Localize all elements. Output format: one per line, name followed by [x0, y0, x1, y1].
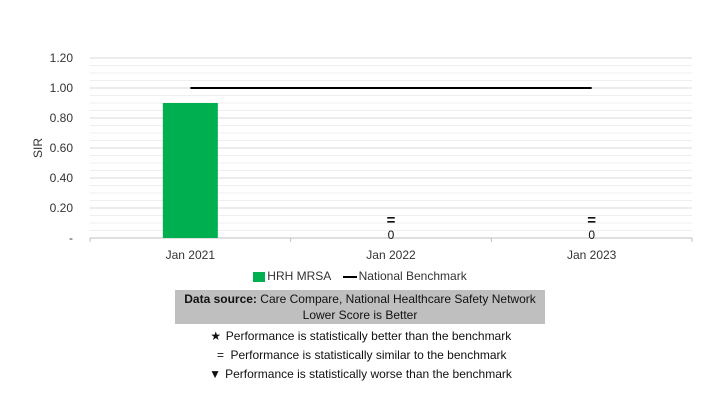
key-row-similar: = Performance is statistically similar to…: [0, 346, 720, 365]
key-text-similar: Performance is statistically similar to …: [230, 348, 507, 362]
key-row-better: ★ Performance is statistically better tha…: [0, 327, 720, 346]
y-tick-label: 1.00: [50, 81, 74, 95]
data-label: 0: [588, 228, 595, 242]
y-tick-label: 0.40: [50, 171, 74, 185]
y-tick-label: -: [69, 231, 73, 245]
key-row-worse: ▼ Performance is statistically worse than…: [0, 365, 720, 384]
equals-icon: =: [387, 212, 396, 229]
data-source-label: Data source:: [184, 292, 257, 306]
chart: SIR - 0.20 0.40 0.60 0.80 1.00 1.20 Jan 2021 Jan…: [31, 51, 693, 262]
legend-swatch-line: [342, 275, 357, 278]
y-axis-label: SIR: [31, 138, 45, 158]
legend-swatch-bar: [253, 271, 266, 282]
y-tick-label: 0.20: [50, 201, 74, 215]
y-tick-label: 1.20: [50, 51, 74, 65]
performance-key: ★ Performance is statistically better tha…: [0, 327, 720, 384]
legend-item-bar: HRH MRSA: [253, 269, 331, 283]
y-tick-label: 0.80: [50, 111, 74, 125]
data-label: 0: [388, 228, 395, 242]
down-triangle-icon: ▼: [209, 367, 222, 381]
star-icon: ★: [210, 329, 222, 343]
data-source-line: Data source: Care Compare, National Heal…: [175, 291, 545, 307]
equals-icon: =: [587, 212, 596, 229]
x-tick-label: Jan 2023: [567, 248, 617, 262]
legend-label-line: National Benchmark: [358, 268, 467, 283]
data-source-text: Care Compare, National Healthcare Safety…: [260, 292, 536, 306]
key-text-worse: Performance is statistically worse than …: [225, 367, 512, 381]
lower-score-note: Lower Score is Better: [302, 308, 418, 322]
data-source-box: Data source: Care Compare, National Heal…: [175, 290, 545, 324]
x-tick-label: Jan 2022: [366, 248, 416, 262]
bar: [162, 103, 218, 238]
chart-legend: HRH MRSA National Benchmark: [0, 268, 720, 283]
key-text-better: Performance is statistically better than…: [225, 329, 512, 343]
x-tick-label: Jan 2021: [166, 248, 216, 262]
equals-icon: =: [216, 348, 224, 362]
y-tick-label: 0.60: [50, 141, 74, 155]
legend-item-line: National Benchmark: [342, 268, 467, 283]
legend-label-bar: HRH MRSA: [267, 268, 332, 283]
